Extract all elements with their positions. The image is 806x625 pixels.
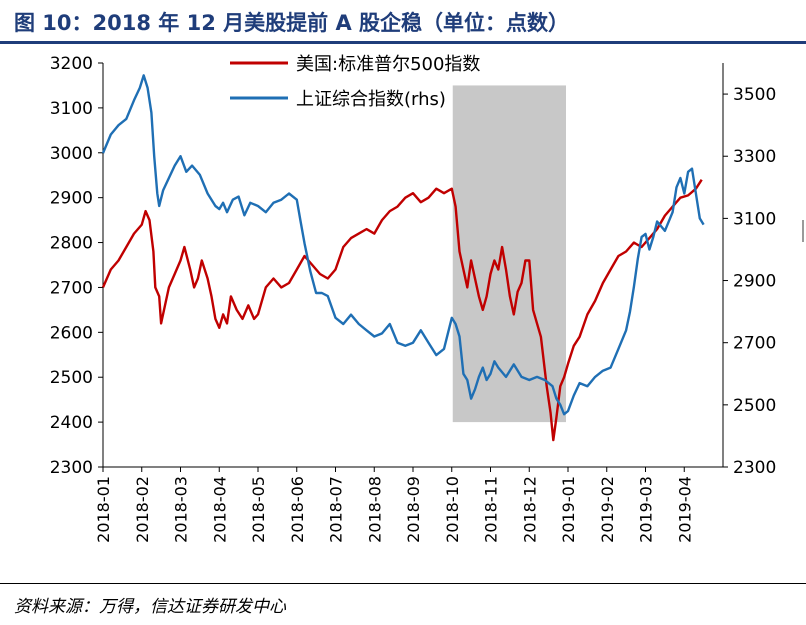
title-rule [0, 41, 806, 44]
highlight-band-layer [452, 85, 566, 423]
x-tick-label: 2018-12 [520, 476, 539, 543]
y-tick-label-right: 3100 [733, 209, 776, 229]
y-tick-label-left: 2400 [50, 413, 93, 433]
y-tick-label-left: 3100 [50, 99, 93, 119]
x-tick-label: 2018-05 [249, 476, 268, 543]
y-tick-label-right: 2900 [733, 272, 776, 292]
x-tick-label: 2018-10 [443, 476, 462, 543]
x-tick-label: 2019-02 [598, 476, 617, 543]
x-tick-label: 2018-01 [94, 476, 113, 543]
x-tick-label: 2018-08 [365, 476, 384, 543]
source-rule [0, 583, 806, 584]
x-tick-label: 2018-06 [288, 476, 307, 543]
y-tick-label-left: 2800 [50, 234, 93, 254]
legend-label: 美国:标准普尔500指数 [296, 54, 480, 75]
x-tick-label: 2018-09 [404, 476, 423, 543]
shanghai-composite-line [101, 74, 705, 416]
y-tick-label-left: 3000 [50, 144, 93, 164]
y-tick-label-left: 2300 [50, 458, 93, 478]
y-tick-label-left: 2600 [50, 323, 93, 343]
sp500-line [101, 179, 703, 442]
y-tick-label-right: 2300 [733, 458, 776, 478]
series-layer [101, 74, 705, 442]
x-tick-label: 2019-03 [637, 476, 656, 543]
y-tick-label-left: 2500 [50, 368, 93, 388]
scrollbar-edge[interactable] [802, 220, 804, 242]
source-note: 资料来源：万得，信达证券研发中心 [14, 597, 286, 617]
x-tick-label: 2018-04 [210, 476, 229, 543]
highlight-band [452, 85, 566, 423]
y-tick-label-right: 3300 [733, 147, 776, 167]
axes-layer: 2300 2400 2500 2600 2700 2800 2900 3000 3100 3200… [50, 54, 777, 543]
x-tick-label: 2019-01 [559, 476, 578, 543]
x-tick-label: 2018-11 [482, 476, 501, 543]
y-tick-label-left: 3200 [50, 54, 93, 74]
x-tick-label: 2019-04 [675, 476, 694, 543]
x-tick-label: 2018-07 [327, 476, 346, 543]
y-tick-label-right: 3500 [733, 85, 776, 105]
y-tick-label-right: 2500 [733, 396, 776, 416]
x-tick-label: 2018-02 [133, 476, 152, 543]
x-tick-label: 2018-03 [172, 476, 191, 543]
y-tick-label-left: 2900 [50, 189, 93, 209]
y-tick-label-left: 2700 [50, 278, 93, 298]
chart-figure: 2300 2400 2500 2600 2700 2800 2900 3000 3100 3200… [50, 54, 777, 543]
legend-label: 上证综合指数(rhs) [296, 89, 446, 110]
page-title: 图 10：2018 年 12 月美股提前 A 股企稳（单位：点数） [14, 11, 570, 35]
y-tick-label-right: 2700 [733, 334, 776, 354]
